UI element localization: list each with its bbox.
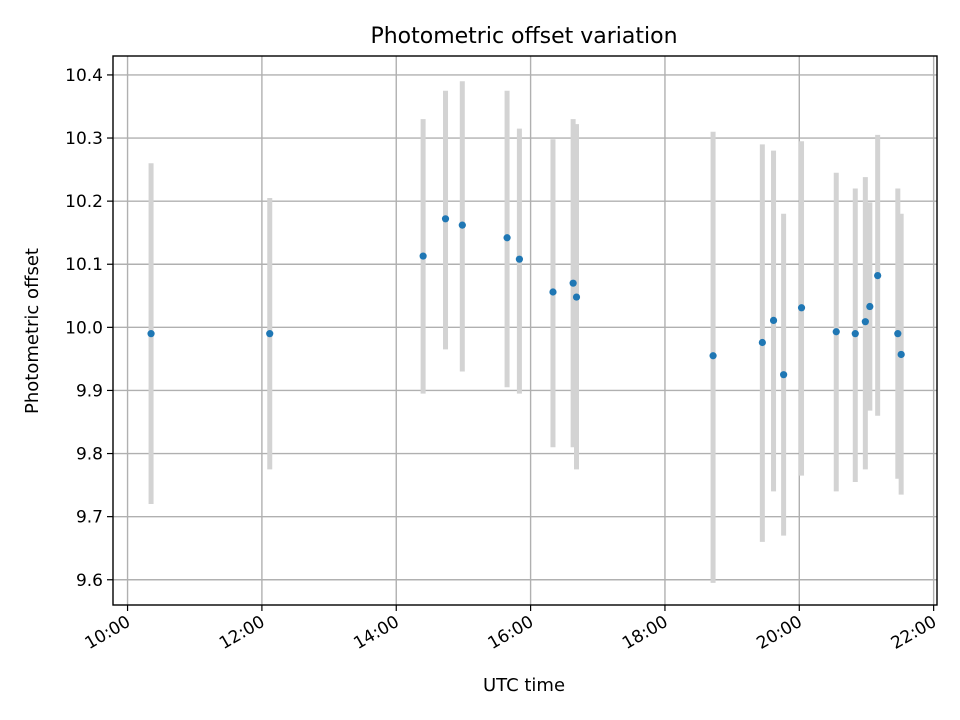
data-point <box>458 221 466 229</box>
y-tick-label: 10.4 <box>65 66 103 86</box>
x-tick-label: 14:00 <box>350 612 402 654</box>
data-point <box>503 234 511 242</box>
y-tick-label: 9.7 <box>76 508 103 528</box>
y-tick-label: 10.1 <box>65 255 103 275</box>
data-point <box>549 288 557 296</box>
y-tick-label: 9.8 <box>76 445 103 465</box>
x-tick-label: 20:00 <box>753 612 805 654</box>
data-point <box>894 330 902 338</box>
chart-title: Photometric offset variation <box>370 24 677 49</box>
data-point <box>569 279 577 287</box>
x-tick-label: 18:00 <box>619 612 671 654</box>
data-point <box>147 330 155 338</box>
x-tick-label: 22:00 <box>888 612 940 654</box>
y-tick-label: 10.0 <box>65 318 103 338</box>
data-point <box>866 302 874 311</box>
y-tick-label: 9.6 <box>76 571 103 591</box>
x-axis: 10:00 12:00 14:00 16:00 18:00 20:00 22:00 <box>82 605 940 654</box>
y-tick-label: 9.9 <box>76 381 103 401</box>
y-tick-label: 10.2 <box>65 192 103 212</box>
data-points <box>147 215 905 379</box>
error-bars <box>148 81 904 583</box>
data-point <box>797 304 806 312</box>
data-point <box>441 215 450 223</box>
plot-frame <box>112 55 938 606</box>
data-point <box>832 328 840 336</box>
data-point <box>572 293 581 301</box>
x-axis-label: UTC time <box>483 675 565 696</box>
data-point <box>769 316 778 325</box>
data-point <box>515 255 524 263</box>
y-axis: 9.6 9.7 9.8 9.9 10.0 10.1 10.2 10.3 10.4 <box>65 66 113 591</box>
grid <box>113 56 937 605</box>
data-point <box>861 318 869 326</box>
data-point <box>419 252 427 260</box>
data-point <box>758 338 766 347</box>
x-tick-label: 12:00 <box>216 612 268 654</box>
data-point <box>851 330 859 338</box>
x-tick-label: 10:00 <box>82 612 134 654</box>
data-point <box>897 350 905 359</box>
y-tick-label: 10.3 <box>65 129 103 149</box>
data-point <box>709 352 717 360</box>
y-axis-label: Photometric offset <box>22 248 43 414</box>
data-point <box>874 272 882 280</box>
x-tick-label: 16:00 <box>485 612 537 654</box>
data-point <box>780 371 788 379</box>
data-point <box>266 330 274 338</box>
